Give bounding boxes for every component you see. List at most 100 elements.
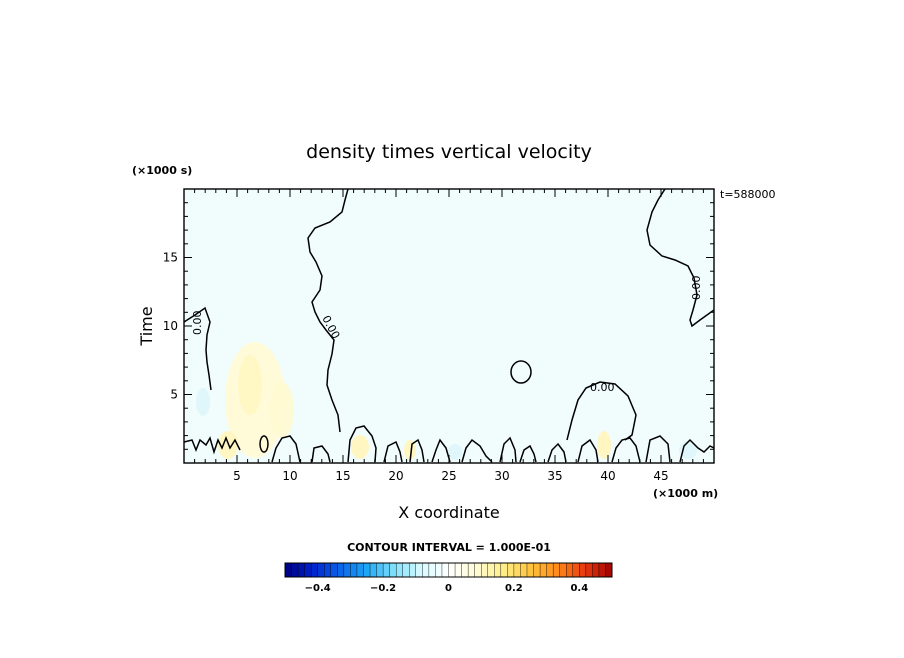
colorbar-tick-label: 0.2: [505, 583, 523, 594]
colorbar-bin: [500, 562, 508, 578]
colorbar-bin: [435, 562, 443, 578]
zero-contour-line: [611, 437, 641, 463]
x-axis-label: X coordinate: [398, 503, 499, 522]
colorbar-bin: [409, 562, 417, 578]
zero-contour-closed: [510, 360, 532, 384]
zero-contour-line: [431, 438, 451, 463]
y-axis-label: Time: [137, 306, 156, 346]
zero-contours: [184, 189, 714, 463]
axes: 5 10 15 20 25 30 35 40 45 5 10 15: [163, 188, 715, 483]
colorbar-bin: [598, 562, 606, 578]
colorbar-bin: [395, 562, 404, 578]
colorbar-bin: [284, 562, 293, 578]
zero-contour-line: [409, 438, 425, 463]
zero-contour-line: [547, 442, 567, 463]
colorbar-bin: [467, 562, 476, 578]
colorbar-bin: [382, 562, 391, 578]
colorbar-bin: [454, 562, 463, 578]
zero-contour-line: [311, 445, 331, 463]
colorbar-bin: [369, 562, 378, 578]
colorbar-bin: [572, 562, 580, 578]
colorbar-bin: [304, 562, 312, 578]
zero-contour-line: [307, 189, 349, 433]
colorbar-bin: [441, 562, 449, 578]
time-stamp: t=588000: [720, 188, 776, 201]
x-tick-label: 10: [282, 469, 297, 483]
y-unit-label: (×1000 s): [132, 164, 192, 177]
x-tick-label: 40: [600, 469, 615, 483]
colorbar-tick-label: −0.2: [370, 583, 396, 594]
positive-anomaly-patch: [238, 355, 262, 415]
colorbar-bin: [585, 562, 593, 578]
colorbar-bin: [317, 562, 325, 578]
colorbar-bin: [389, 562, 397, 578]
colorbar-bin: [337, 562, 345, 578]
colorbar-bin: [376, 562, 384, 578]
colorbar-bin: [539, 562, 548, 578]
zero-contour-line: [566, 381, 637, 441]
zero-contour-line: [347, 425, 377, 463]
colorbar-bin: [513, 562, 521, 578]
zero-contour-line: [645, 435, 671, 463]
contour-label: 0.00: [590, 381, 615, 394]
contour-label: 0.00: [191, 311, 204, 336]
colorbar-bin: [533, 562, 541, 578]
zero-contour-line: [184, 306, 212, 391]
colorbar-bin: [356, 562, 364, 578]
colorbar-bin: [579, 562, 587, 578]
plot-field: [184, 189, 714, 463]
y-tick-label: 5: [170, 388, 178, 402]
colorbar-bin: [592, 562, 600, 578]
colorbar-bin: [415, 562, 423, 578]
zero-contour-line: [646, 189, 714, 328]
zero-contour-line: [461, 438, 493, 463]
positive-anomaly-patch: [270, 382, 294, 438]
colorbar-bin: [520, 562, 528, 578]
contour-label: 0.00: [690, 276, 703, 301]
colorbar-bin: [324, 562, 332, 578]
x-tick-label: 15: [335, 469, 350, 483]
colorbar-bin: [448, 562, 456, 578]
colorbar-bin: [605, 562, 613, 578]
colorbar: −0.4 −0.2 0 0.2 0.4: [284, 562, 613, 594]
zero-contour-line: [499, 436, 517, 463]
colorbar-bin: [363, 562, 371, 578]
colorbar-bin: [330, 562, 338, 578]
colorbar-bin: [428, 562, 436, 578]
colorbar-bin: [507, 562, 515, 578]
x-unit-label: (×1000 m): [653, 487, 718, 500]
colorbar-bin: [552, 562, 561, 578]
colorbar-bin: [297, 562, 306, 578]
zero-contour-line: [679, 438, 714, 463]
colorbar-tick-label: 0: [445, 583, 452, 594]
negative-anomaly-patch: [196, 388, 210, 416]
colorbar-bin: [343, 562, 351, 578]
x-tick-label: 25: [441, 469, 456, 483]
positive-anomaly-patch: [351, 435, 369, 459]
colorbar-bin: [481, 562, 489, 578]
zero-contour-closed: [259, 435, 269, 453]
zero-contour-line: [519, 444, 537, 463]
colorbar-bin: [487, 562, 495, 578]
x-tick-label: 5: [233, 469, 241, 483]
colorbar-bin: [559, 562, 567, 578]
x-tick-label: 30: [494, 469, 509, 483]
contour-interval-label: CONTOUR INTERVAL = 1.000E-01: [347, 541, 551, 554]
colorbar-bin: [422, 562, 430, 578]
zero-contour-line: [271, 435, 301, 463]
colorbar-bin: [461, 562, 469, 578]
colorbar-bin: [494, 562, 502, 578]
colorbar-bin: [402, 562, 410, 578]
x-tick-label: 35: [547, 469, 562, 483]
colorbar-tick-label: 0.4: [570, 583, 588, 594]
zero-contour-line: [184, 435, 241, 455]
colorbar-bin: [291, 562, 299, 578]
colorbar-bin: [526, 562, 535, 578]
zero-contour-line: [383, 440, 403, 463]
colorbar-bin: [566, 562, 574, 578]
positive-anomaly-patch: [597, 431, 611, 459]
colorbar-bin: [546, 562, 554, 578]
chart-title: density times vertical velocity: [306, 141, 592, 163]
